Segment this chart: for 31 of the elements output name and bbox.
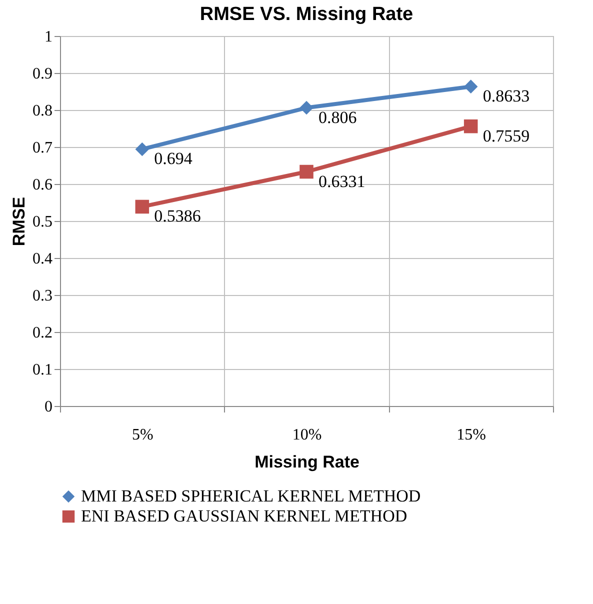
y-axis-title: RMSE xyxy=(10,196,28,246)
point xyxy=(464,119,478,134)
point xyxy=(135,200,150,214)
point xyxy=(135,142,150,156)
legend-label: ENI BASED GAUSSIAN KERNEL METHOD xyxy=(81,506,408,526)
data-label: 0.806 xyxy=(318,108,357,127)
y-tick-label: 0.9 xyxy=(32,66,52,82)
point xyxy=(300,100,314,115)
y-tick-label: 0.5 xyxy=(32,214,52,230)
x-tick-label: 10% xyxy=(292,426,322,444)
legend-label: MMI BASED SPHERICAL KERNEL METHOD xyxy=(81,486,421,506)
y-tick-label: 0 xyxy=(44,398,52,416)
x-axis-title: Missing Rate xyxy=(254,452,360,472)
x-tick-label: 15% xyxy=(456,426,486,444)
y-tick-label: 0.7 xyxy=(32,140,52,156)
y-tick-label: 0.4 xyxy=(32,250,52,268)
y-tick-label: 1 xyxy=(44,28,52,46)
data-label: 0.6331 xyxy=(318,172,366,191)
data-label: 0.7559 xyxy=(482,126,530,146)
data-label: 0.694 xyxy=(154,149,193,168)
point xyxy=(464,80,478,94)
y-tick-label: 0.3 xyxy=(32,288,52,304)
data-label: 0.8633 xyxy=(482,86,530,106)
y-tick-label: 0.2 xyxy=(32,324,52,342)
chart-title: RMSE VS. Missing Rate xyxy=(200,4,414,25)
data-label: 0.5386 xyxy=(154,206,201,226)
y-tick-label: 0.1 xyxy=(32,362,52,378)
y-tick-label: 0.8 xyxy=(32,102,52,120)
point xyxy=(300,164,314,179)
y-tick-label: 0.6 xyxy=(32,176,52,194)
x-tick-label: 5% xyxy=(132,426,154,444)
